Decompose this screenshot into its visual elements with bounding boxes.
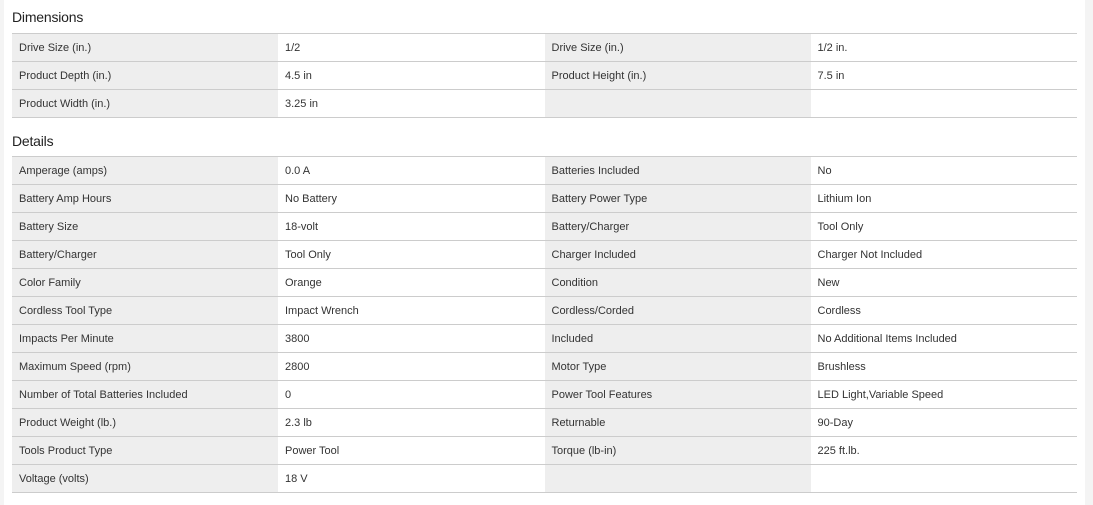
spec-value: 18 V — [278, 464, 545, 493]
spec-value: 1/2 — [278, 33, 545, 62]
spec-label — [544, 89, 811, 118]
spec-value: Orange — [278, 268, 545, 297]
spec-value: 1/2 in. — [810, 33, 1077, 62]
table-row: Product Width (in.) 3.25 in — [12, 89, 1077, 118]
spec-value — [810, 464, 1077, 493]
table-row: Battery Size 18-volt Battery/Charger Tool O… — [12, 212, 1077, 241]
spec-label: Battery Amp Hours — [12, 184, 278, 213]
section-title-dimensions: Dimensions — [12, 9, 84, 25]
spec-label: Motor Type — [544, 352, 811, 381]
spec-label: Included — [544, 324, 811, 353]
spec-label: Color Family — [12, 268, 278, 297]
table-row: Product Weight (lb.) 2.3 lb Returnable 90-D… — [12, 408, 1077, 437]
spec-label: Returnable — [544, 408, 811, 437]
spec-label: Product Width (in.) — [12, 89, 278, 118]
dimensions-table: Drive Size (in.) 1/2 Drive Size (in.) 1/2 i… — [12, 33, 1077, 118]
spec-value: No Additional Items Included — [810, 324, 1077, 353]
spec-value: No — [810, 156, 1077, 185]
spec-label: Cordless Tool Type — [12, 296, 278, 325]
spec-value: 2800 — [278, 352, 545, 381]
table-row: Drive Size (in.) 1/2 Drive Size (in.) 1/2 i… — [12, 33, 1077, 62]
spec-label: Batteries Included — [544, 156, 811, 185]
table-row: Color Family Orange Condition New — [12, 268, 1077, 297]
spec-value: 3800 — [278, 324, 545, 353]
spec-label: Drive Size (in.) — [12, 33, 278, 62]
spec-value: 4.5 in — [278, 61, 545, 90]
spec-label: Battery Power Type — [544, 184, 811, 213]
spec-value: 225 ft.lb. — [810, 436, 1077, 465]
spec-label: Number of Total Batteries Included — [12, 380, 278, 409]
spec-value: 3.25 in — [278, 89, 545, 118]
table-row: Number of Total Batteries Included 0 Power… — [12, 380, 1077, 409]
table-row: Impacts Per Minute 3800 Included No Additio… — [12, 324, 1077, 353]
table-row: Cordless Tool Type Impact Wrench Cordless/… — [12, 296, 1077, 325]
spec-value: 2.3 lb — [278, 408, 545, 437]
spec-label: Amperage (amps) — [12, 156, 278, 185]
spec-label: Product Depth (in.) — [12, 61, 278, 90]
table-row: Voltage (volts) 18 V — [12, 464, 1077, 493]
table-row: Battery/Charger Tool Only Charger Included… — [12, 240, 1077, 269]
spec-label: Product Height (in.) — [544, 61, 811, 90]
spec-value: 7.5 in — [810, 61, 1077, 90]
spec-value: LED Light,Variable Speed — [810, 380, 1077, 409]
spec-value: Cordless — [810, 296, 1077, 325]
spec-label: Condition — [544, 268, 811, 297]
spec-value: Impact Wrench — [278, 296, 545, 325]
scrollbar-track[interactable] — [1085, 0, 1093, 505]
spec-value: Lithium Ion — [810, 184, 1077, 213]
table-row: Amperage (amps) 0.0 A Batteries Included No — [12, 156, 1077, 185]
spec-label: Cordless/Corded — [544, 296, 811, 325]
spec-label: Torque (lb-in) — [544, 436, 811, 465]
table-row: Battery Amp Hours No Battery Battery Power… — [12, 184, 1077, 213]
spec-label: Voltage (volts) — [12, 464, 278, 493]
spec-value — [810, 89, 1077, 118]
spec-value: Tool Only — [278, 240, 545, 269]
spec-label: Charger Included — [544, 240, 811, 269]
left-gutter — [0, 0, 4, 505]
spec-value: 0.0 A — [278, 156, 545, 185]
spec-label: Battery/Charger — [12, 240, 278, 269]
details-table: Amperage (amps) 0.0 A Batteries Included No… — [12, 156, 1077, 493]
spec-value: Tool Only — [810, 212, 1077, 241]
spec-label: Battery Size — [12, 212, 278, 241]
spec-value: 0 — [278, 380, 545, 409]
spec-label: Maximum Speed (rpm) — [12, 352, 278, 381]
spec-label — [544, 464, 811, 493]
section-title-details: Details — [12, 133, 54, 149]
spec-label: Product Weight (lb.) — [12, 408, 278, 437]
spec-value: Charger Not Included — [810, 240, 1077, 269]
table-row: Maximum Speed (rpm) 2800 Motor Type Brushle… — [12, 352, 1077, 381]
spec-label: Tools Product Type — [12, 436, 278, 465]
spec-value: No Battery — [278, 184, 545, 213]
spec-label: Battery/Charger — [544, 212, 811, 241]
spec-value: 18-volt — [278, 212, 545, 241]
spec-value: Brushless — [810, 352, 1077, 381]
spec-value: New — [810, 268, 1077, 297]
spec-value: 90-Day — [810, 408, 1077, 437]
spec-label: Impacts Per Minute — [12, 324, 278, 353]
table-row: Product Depth (in.) 4.5 in Product Height … — [12, 61, 1077, 90]
spec-label: Power Tool Features — [544, 380, 811, 409]
table-row: Tools Product Type Power Tool Torque (lb-i… — [12, 436, 1077, 465]
spec-value: Power Tool — [278, 436, 545, 465]
spec-label: Drive Size (in.) — [544, 33, 811, 62]
